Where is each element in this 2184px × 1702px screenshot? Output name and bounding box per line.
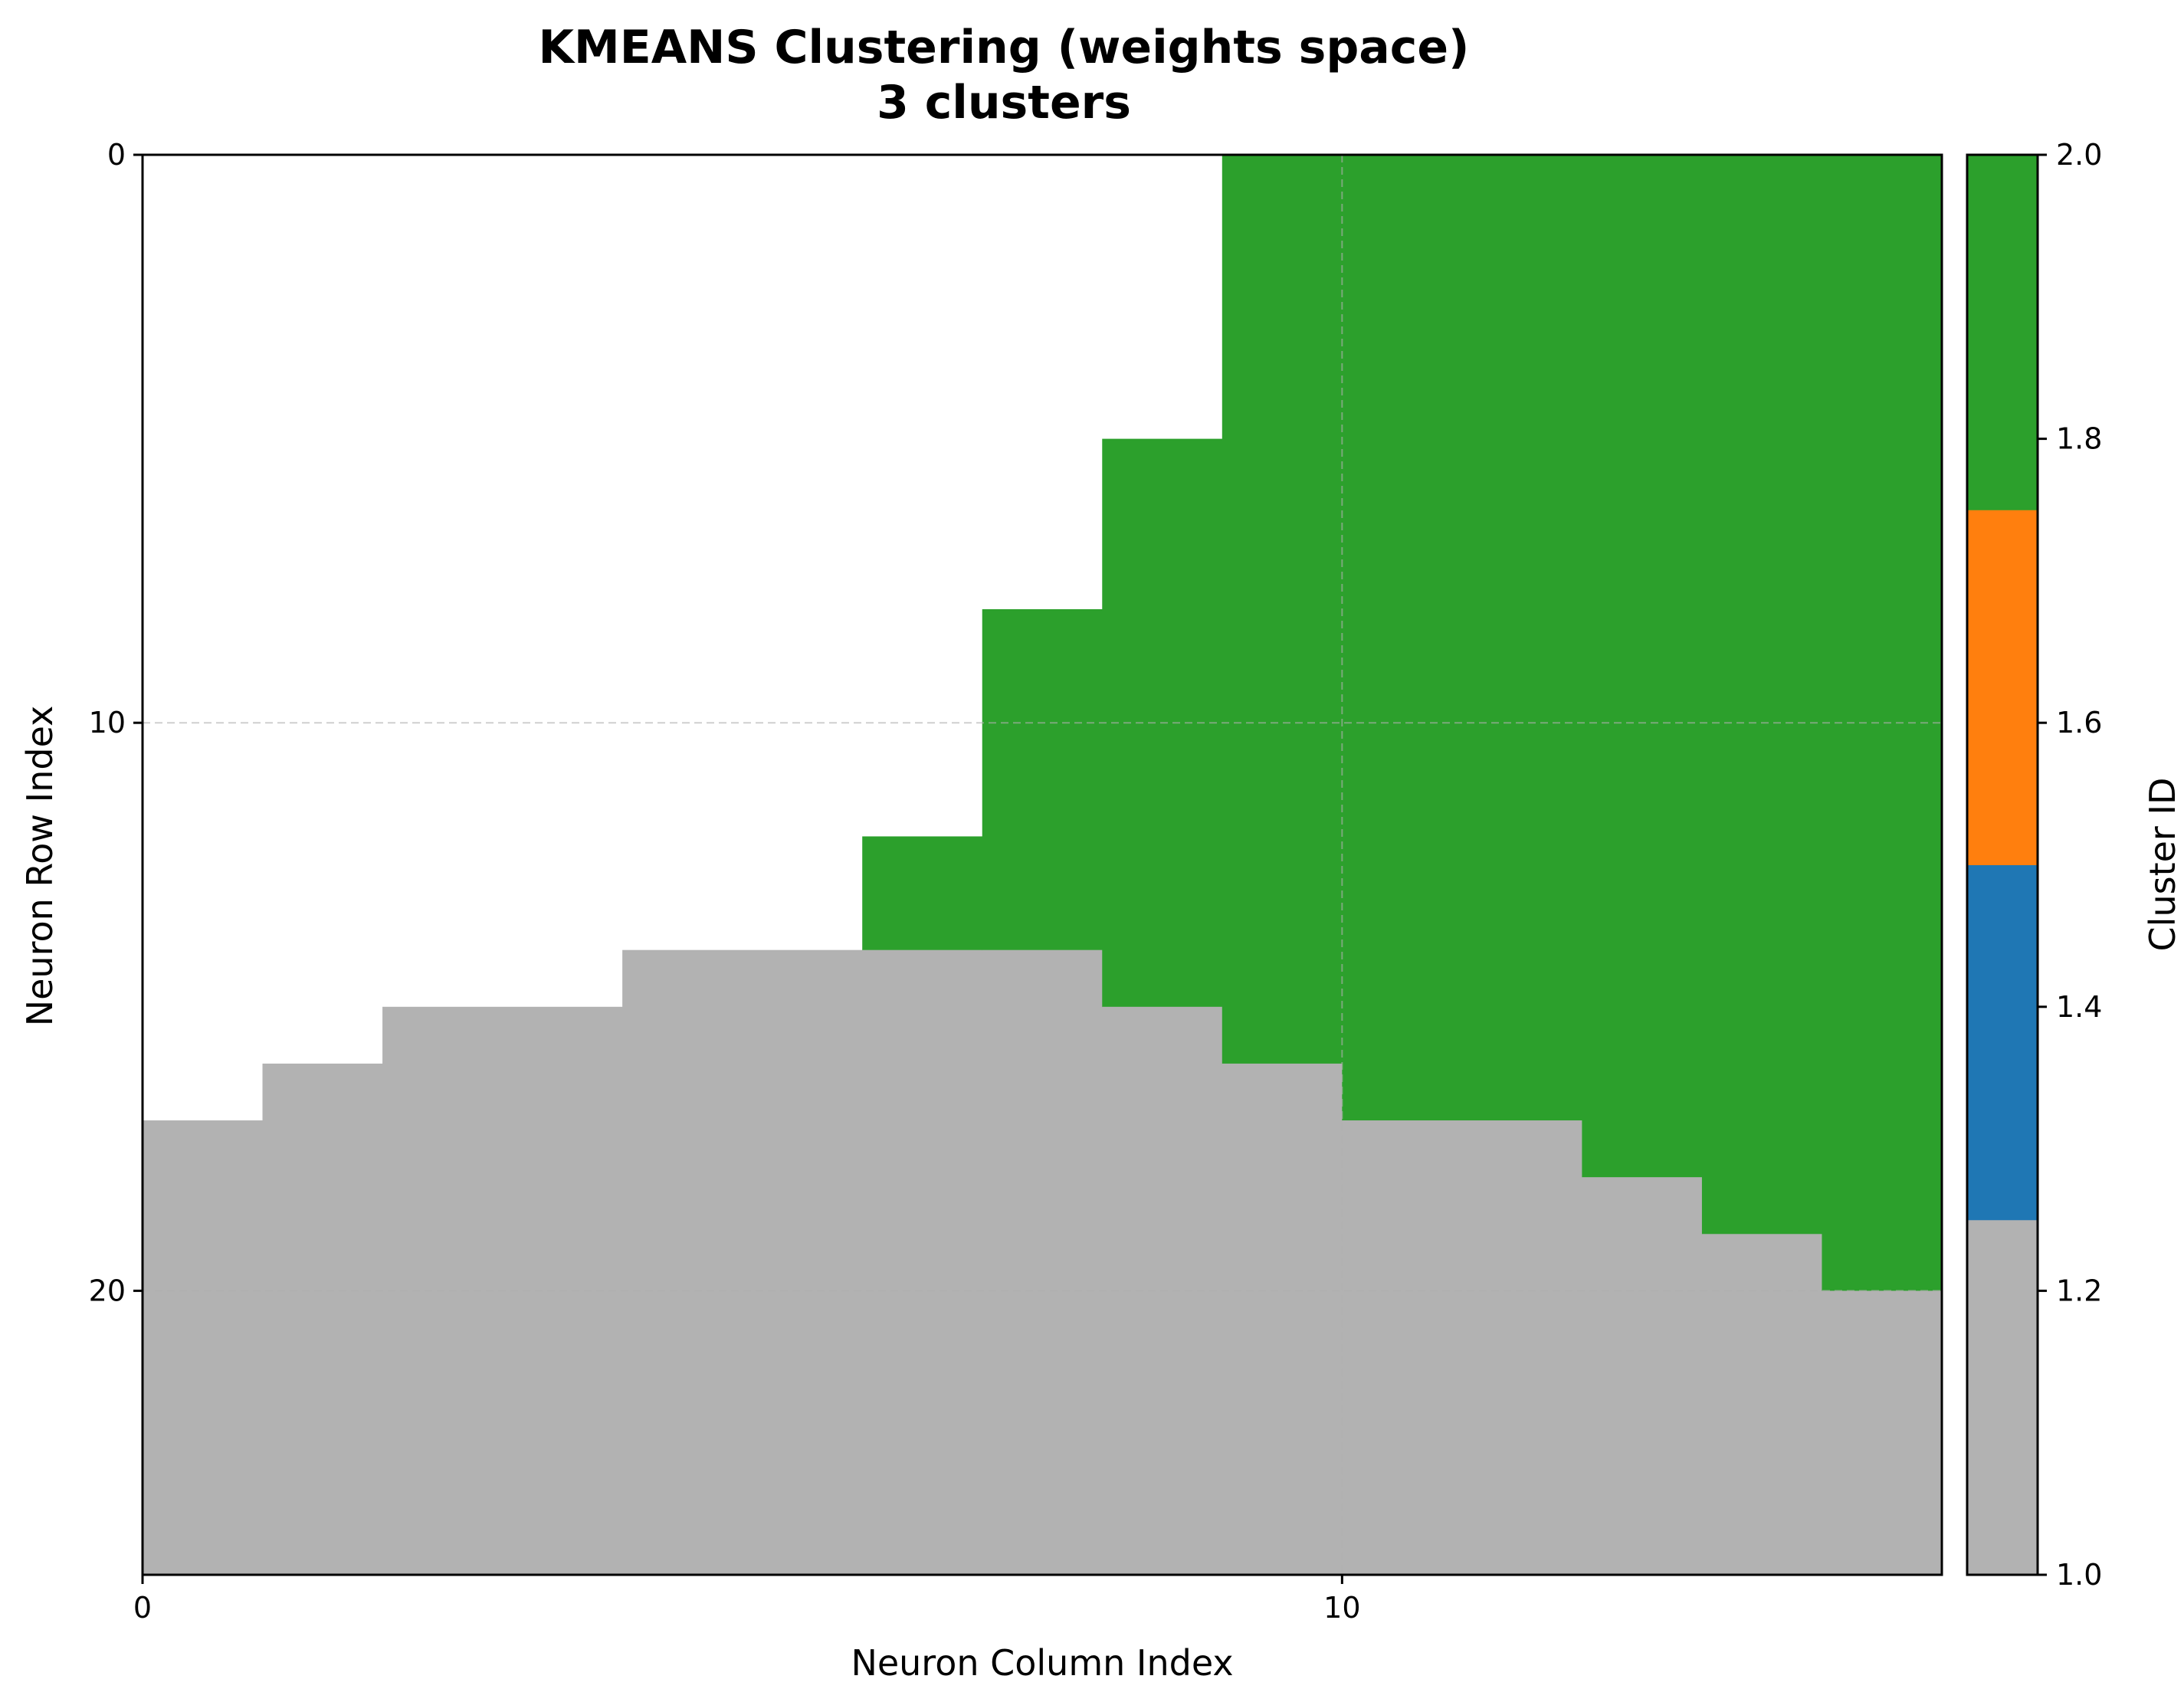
y-tick-label-20: 20	[89, 1274, 126, 1307]
colorbar-tick-label-1.6: 1.6	[2056, 706, 2102, 740]
colorbar-segment-2	[1967, 510, 2038, 865]
colorbar-ticks: 1.0 1.2 1.4 1.6 1.8 2.0	[2038, 138, 2102, 1592]
x-ticks: 0 10	[133, 1575, 1361, 1625]
cell-gray-col-5	[982, 949, 1103, 1575]
cell-gray-col-9	[1582, 1177, 1703, 1575]
x-tick-label-10: 10	[1323, 1591, 1360, 1625]
colorbar-tick-label-1.4: 1.4	[2056, 990, 2102, 1024]
colorbar-tick-label-1.8: 1.8	[2056, 422, 2102, 456]
cell-gray-col-4	[862, 949, 983, 1575]
colorbar-segment-3	[1967, 155, 2038, 510]
colorbar	[1967, 155, 2038, 1576]
plot-frame	[141, 153, 1943, 1576]
cell-green-col-5	[982, 608, 1103, 951]
cell-gray-col-3	[622, 949, 863, 1575]
grid-lines	[143, 155, 1942, 1575]
cell-green-col-9	[1582, 155, 1703, 1178]
cell-gray-col-8	[1342, 1120, 1582, 1575]
cell-gray-col-10	[1701, 1234, 1822, 1575]
y-tick-label-10: 10	[89, 706, 126, 740]
cell-gray-col-1	[262, 1063, 383, 1575]
colorbar-segment-1	[1967, 864, 2038, 1221]
chart-subtitle: 3 clusters	[877, 76, 1131, 130]
x-tick-label-0: 0	[133, 1591, 152, 1625]
colorbar-segment-0	[1967, 1219, 2038, 1576]
y-axis-label: Neuron Row Index	[19, 706, 61, 1027]
chart-title: KMEANS Clustering (weights space)	[539, 21, 1470, 74]
cell-green-col-4	[862, 836, 983, 951]
colorbar-label: Cluster ID	[2142, 778, 2183, 952]
heatmap-cells	[143, 155, 1943, 1575]
x-axis-label: Neuron Column Index	[851, 1642, 1233, 1684]
cell-green-col-10	[1701, 155, 1822, 1235]
cell-green-col-8	[1342, 155, 1582, 1121]
colorbar-frame	[1966, 153, 2039, 1576]
colorbar-tick-label-1.2: 1.2	[2056, 1274, 2102, 1307]
cell-green-col-7	[1222, 155, 1343, 1064]
y-tick-label-0: 0	[107, 138, 126, 172]
cell-gray-col-7	[1222, 1063, 1343, 1575]
y-ticks: 0 10 20	[89, 138, 143, 1307]
colorbar-tick-label-2.0: 2.0	[2056, 138, 2102, 172]
cell-gray-col-11	[1822, 1290, 1943, 1575]
cell-gray-col-0	[143, 1120, 264, 1575]
colorbar-tick-label-1.0: 1.0	[2056, 1558, 2102, 1592]
